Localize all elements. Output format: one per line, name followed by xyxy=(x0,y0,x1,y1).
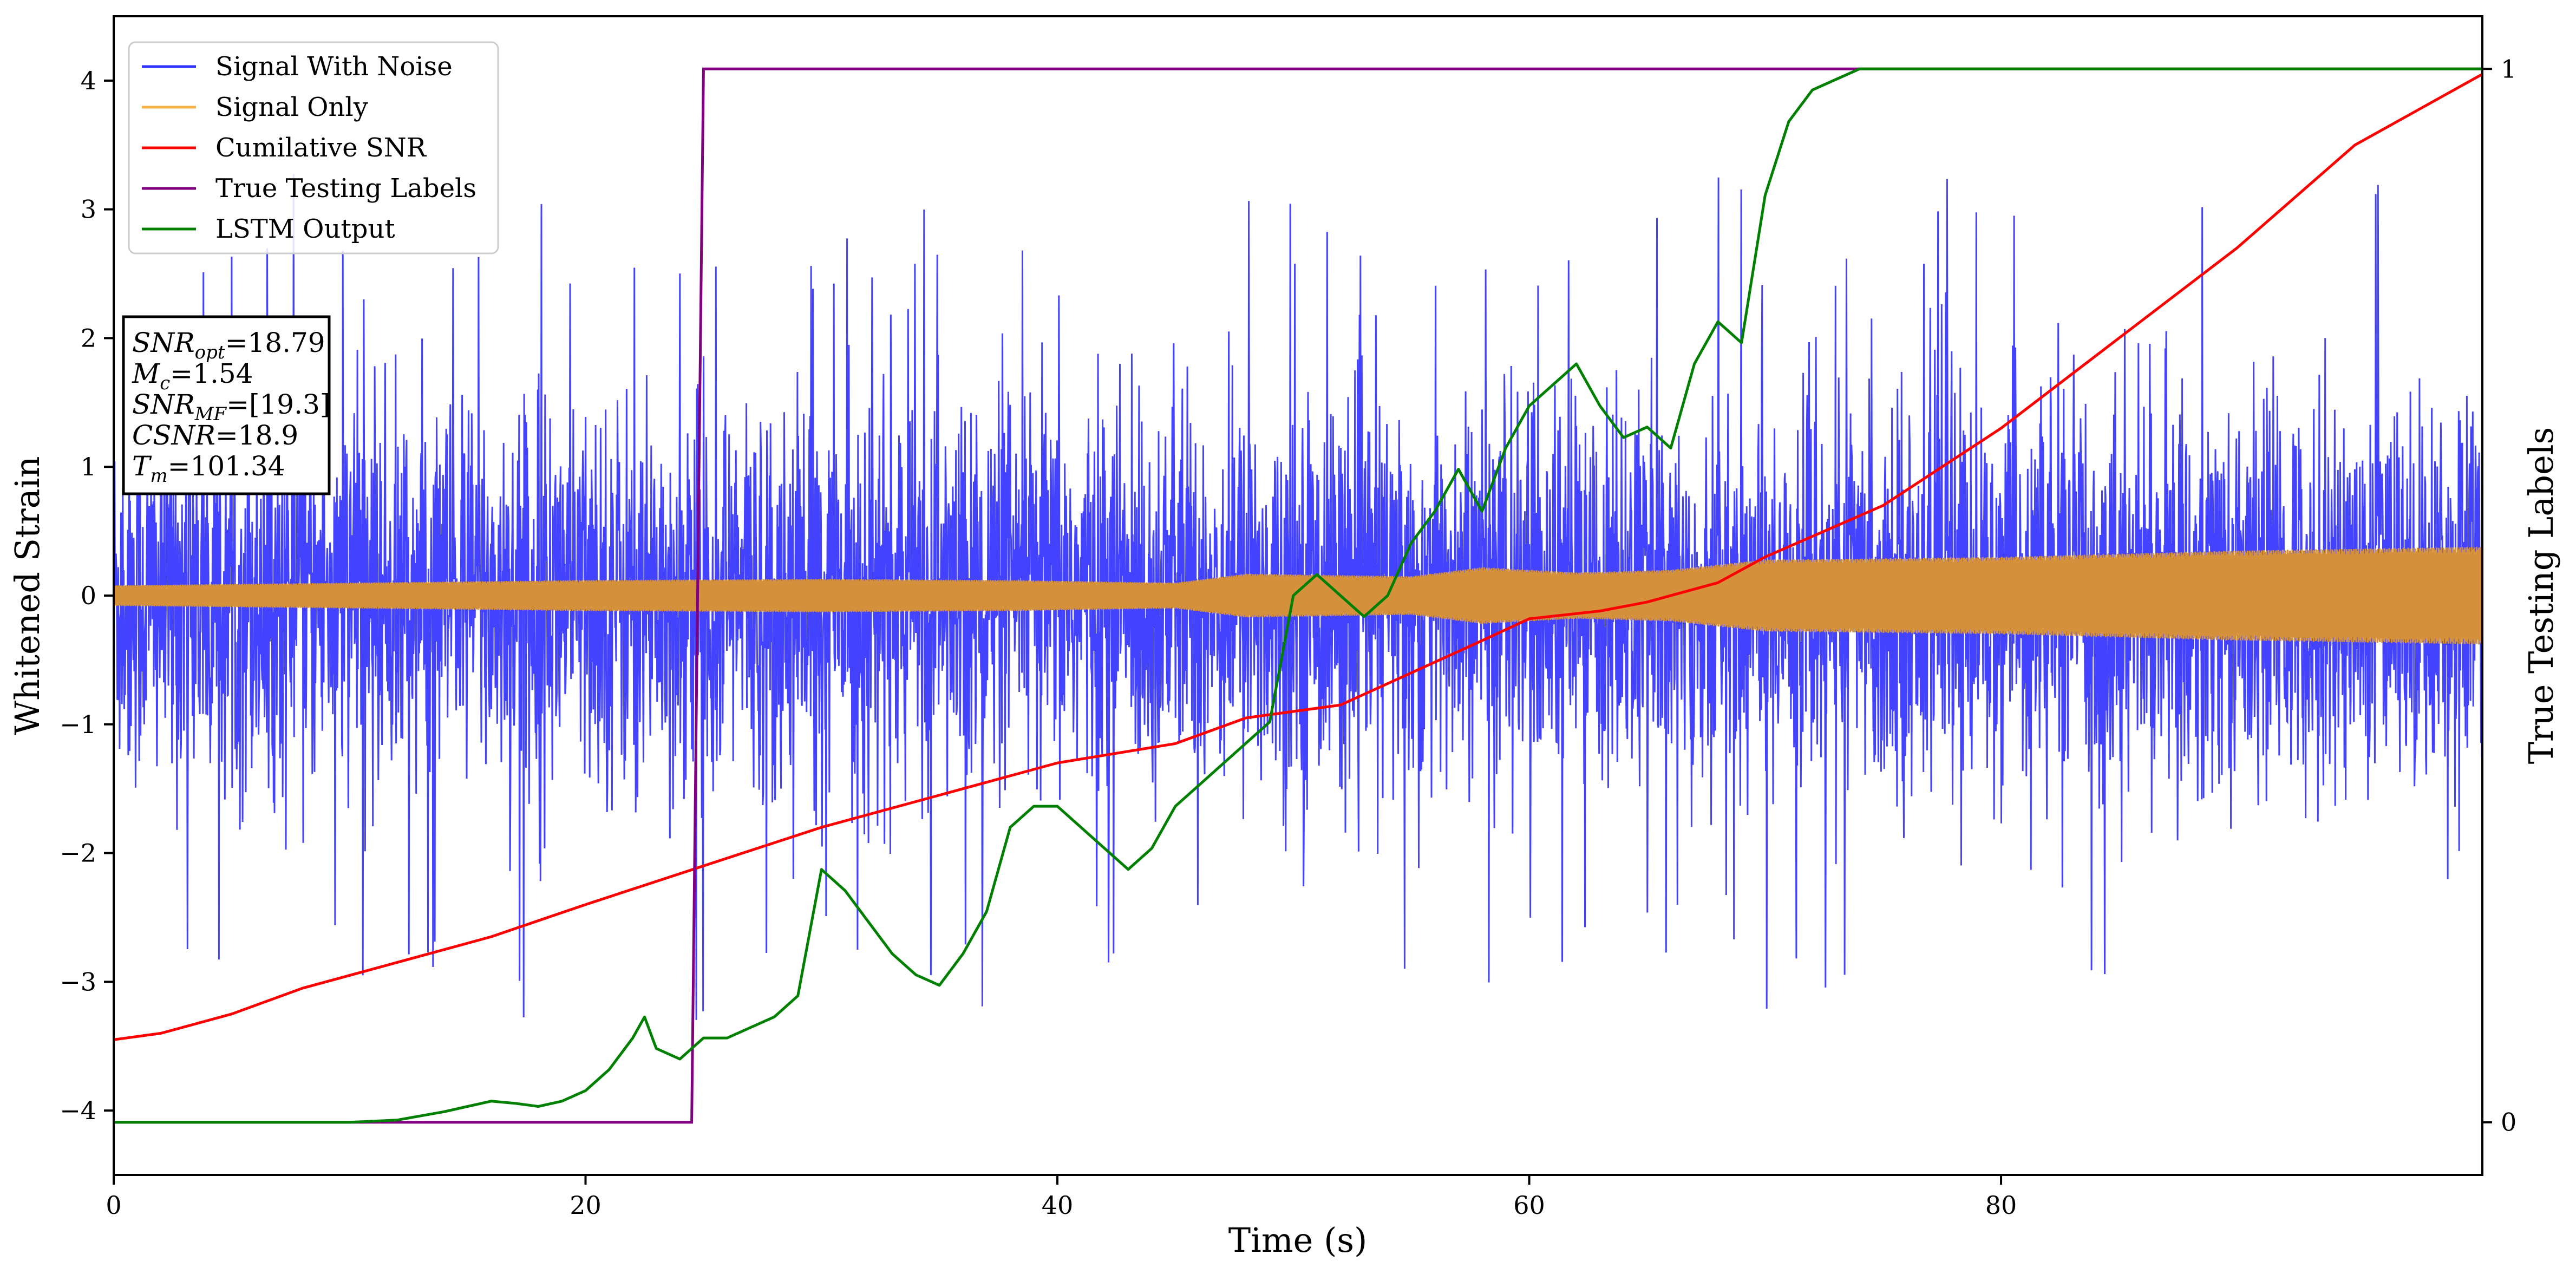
y-tick-label: 1 xyxy=(81,452,96,481)
legend-label: True Testing Labels xyxy=(215,173,476,204)
info-line-symbol: T xyxy=(132,450,152,482)
info-line: Mc=1.54 xyxy=(132,358,253,394)
y-axis-right-title: True Testing Labels xyxy=(2521,427,2561,765)
info-line-symbol: M xyxy=(132,358,161,389)
y-tick-label: −2 xyxy=(60,839,96,868)
y-axis-right: 01 xyxy=(2482,54,2516,1137)
info-line-value: =1.54 xyxy=(170,358,253,389)
x-tick-label: 60 xyxy=(1513,1191,1545,1220)
legend-box xyxy=(128,41,499,254)
info-line-subscript: m xyxy=(150,465,167,487)
y-tick-label: 0 xyxy=(81,581,96,610)
x-axis: 0 20 40 60 80 xyxy=(106,1175,2017,1220)
info-line-value: =18.79 xyxy=(225,327,325,358)
x-axis-title: Time (s) xyxy=(1228,1220,1368,1260)
x-tick-label: 20 xyxy=(570,1191,601,1220)
series-true-testing-labels xyxy=(114,67,2482,1124)
plot-area xyxy=(114,67,2482,1124)
y-tick-label: 2 xyxy=(81,323,96,352)
info-line: Tm=101.34 xyxy=(132,450,285,487)
series-cumulative-snr xyxy=(114,73,2482,1041)
legend-label: Signal Only xyxy=(215,92,368,122)
x-tick-label: 40 xyxy=(1042,1191,1074,1220)
info-line-value: =101.34 xyxy=(168,450,285,482)
info-line-symbol: SNR xyxy=(132,327,195,358)
info-line-symbol: CSNR xyxy=(132,420,215,451)
info-line-symbol: SNR xyxy=(132,389,195,420)
y-tick-label: 3 xyxy=(81,195,96,224)
info-line: SNRopt=18.79 xyxy=(132,327,325,363)
y-tick-label: −4 xyxy=(60,1096,96,1125)
series-signal-only xyxy=(114,546,2482,645)
legend-label: LSTM Output xyxy=(215,214,395,244)
series-layer xyxy=(114,67,2482,1124)
y-axis-title: Whitened Strain xyxy=(8,456,47,735)
series-lstm-output xyxy=(114,67,2482,1124)
legend-label: Cumilative SNR xyxy=(215,133,427,163)
info-line-subscript: opt xyxy=(195,342,225,363)
info-line-subscript: c xyxy=(160,373,170,394)
x-tick-label: 80 xyxy=(1985,1191,2017,1220)
info-line-value: =18.9 xyxy=(215,420,298,451)
y-tick-label: 4 xyxy=(81,66,96,95)
series-signal-with-noise xyxy=(114,174,2482,1020)
info-line: CSNR=18.9 xyxy=(132,420,298,451)
y-right-tick-label: 1 xyxy=(2501,54,2516,83)
info-line-value: =[19.3] xyxy=(226,389,330,420)
y-tick-label: −1 xyxy=(60,710,96,739)
legend: Signal With Noise Signal Only Cumilative S… xyxy=(128,41,499,254)
info-box-frame xyxy=(122,315,331,495)
info-line: SNRMF=[19.3] xyxy=(132,389,330,425)
y-right-tick-label: 0 xyxy=(2501,1108,2516,1137)
legend-label: Signal With Noise xyxy=(215,51,453,82)
y-tick-label: −3 xyxy=(60,967,96,996)
y-axis: −4 −3 −2 −1 0 1 2 3 4 xyxy=(60,66,114,1125)
info-box: SNRopt=18.79Mc=1.54SNRMF=[19.3]CSNR=18.9… xyxy=(122,315,331,495)
x-tick-label: 0 xyxy=(106,1191,121,1220)
info-line-subscript: MF xyxy=(194,403,227,425)
